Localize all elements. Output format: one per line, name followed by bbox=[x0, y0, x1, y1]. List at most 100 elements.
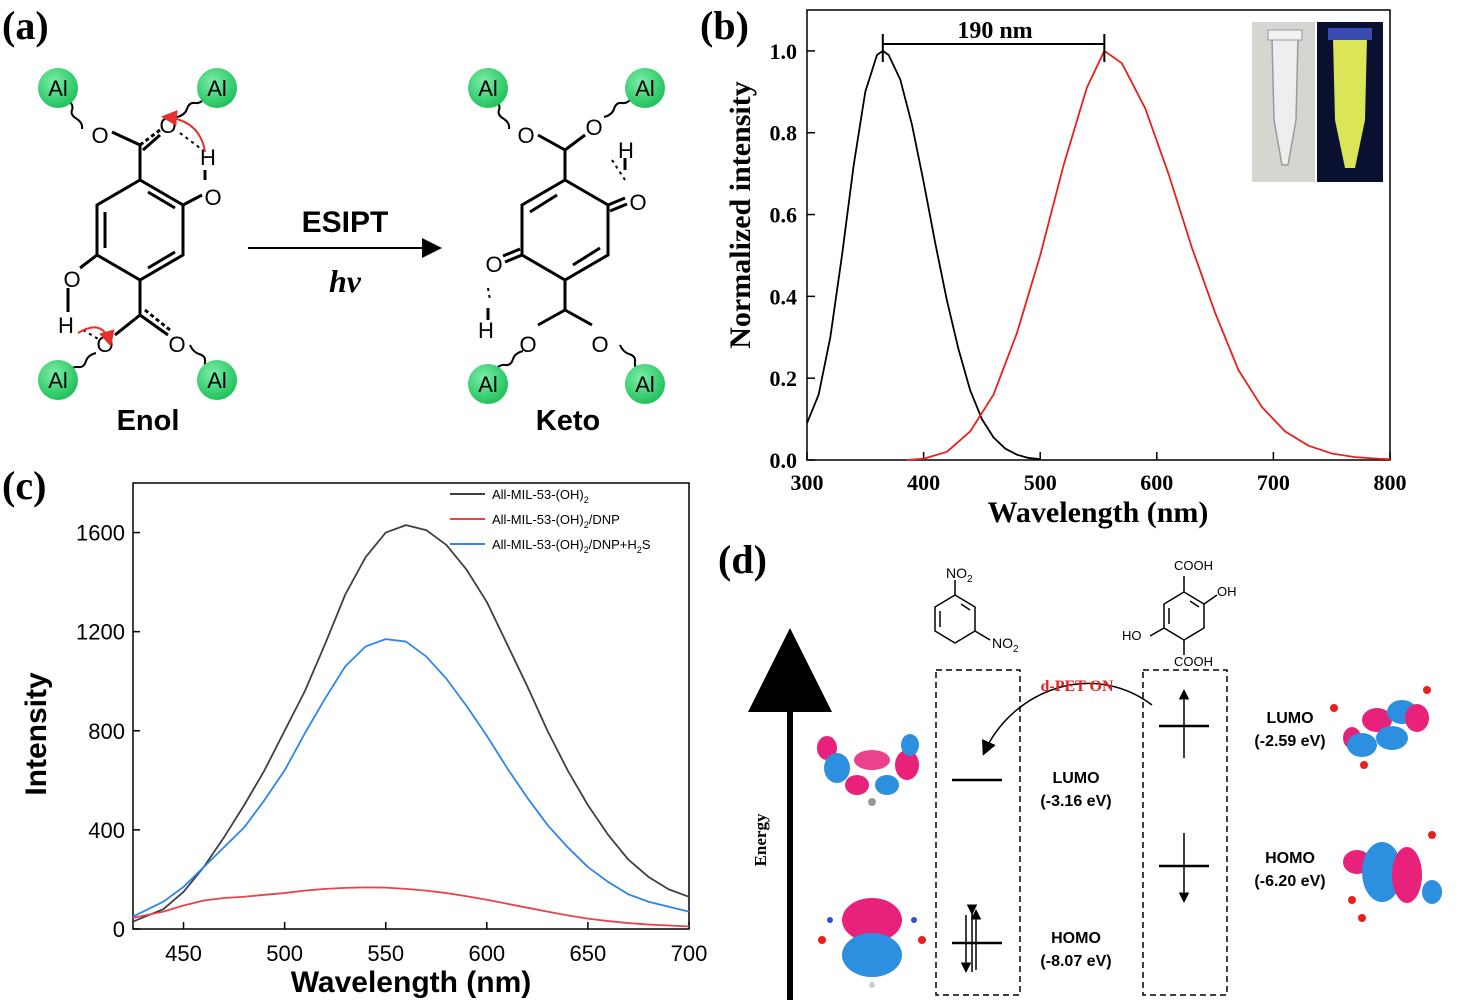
enol-o3: O bbox=[204, 185, 221, 210]
esipt-scheme: O O H O O H O O Al Al Al Al Enol ESIPT h… bbox=[38, 68, 665, 437]
chart-b-series-1 bbox=[806, 50, 1041, 461]
chart-b-xtick-label: 800 bbox=[1374, 470, 1407, 495]
panel-label-c: (c) bbox=[2, 463, 47, 508]
enol-h2: H bbox=[58, 313, 74, 338]
keto-o4: O bbox=[485, 252, 502, 277]
keto-o3: O bbox=[629, 190, 646, 215]
dnp-no2-1: NO2 bbox=[946, 565, 973, 585]
chart-c-legend-label: All-MIL-53-(OH)2 bbox=[492, 487, 589, 505]
chart-c-xtick-label: 700 bbox=[671, 941, 708, 966]
keto-h1: H bbox=[618, 138, 634, 163]
chart-c-legend-label: All-MIL-53-(OH)2/DNP+H2S bbox=[492, 537, 651, 555]
chart-c-xlabel: Wavelength (nm) bbox=[291, 966, 532, 999]
keto-al-atoms bbox=[468, 68, 665, 404]
keto-h2: H bbox=[478, 318, 494, 343]
chart-c-series-3 bbox=[132, 638, 690, 918]
ligand-homo-label: HOMO bbox=[1265, 850, 1315, 867]
keto-al-1: Al bbox=[478, 76, 498, 101]
chart-b-ylabel: Normalized intensity bbox=[724, 81, 757, 348]
chart-c-ytick-label: 800 bbox=[88, 719, 125, 744]
ligand-lumo-label: LUMO bbox=[1266, 710, 1313, 727]
chart-c-series-1 bbox=[132, 524, 690, 923]
ligand-ho: HO bbox=[1122, 628, 1142, 643]
enol-structure bbox=[66, 97, 211, 373]
ligand-molecule bbox=[1149, 576, 1218, 655]
dpet-arrow bbox=[982, 682, 1153, 756]
ligand-cooh-top: COOH bbox=[1174, 558, 1213, 573]
keto-o6: O bbox=[591, 332, 608, 357]
chart-b-annotation bbox=[881, 34, 1106, 62]
keto-o5: O bbox=[519, 332, 536, 357]
enol-o5: O bbox=[96, 332, 113, 357]
chart-c-ylabel: Intensity bbox=[20, 672, 53, 796]
chart-b-ytick-label: 0.0 bbox=[770, 448, 798, 473]
ligand-cooh-bottom: COOH bbox=[1174, 654, 1213, 669]
dnp-no2-2: NO2 bbox=[992, 635, 1019, 655]
ligand-homo-value: (-6.20 eV) bbox=[1254, 873, 1325, 890]
ligand-homo-orbital bbox=[1343, 831, 1442, 922]
dnp-homo-label: HOMO bbox=[1051, 930, 1101, 947]
energy-axis-label: Energy bbox=[751, 813, 770, 866]
dnp-lumo-value: (-3.16 eV) bbox=[1040, 793, 1111, 810]
chart-b-xtick-label: 400 bbox=[907, 470, 940, 495]
panel-label-b: (b) bbox=[700, 3, 749, 48]
chart-c-xtick-label: 450 bbox=[165, 941, 202, 966]
panel-label-a: (a) bbox=[2, 3, 49, 48]
chart-c-xtick-label: 500 bbox=[266, 941, 303, 966]
dnp-homo-value: (-8.07 eV) bbox=[1040, 953, 1111, 970]
enol-o1: O bbox=[91, 123, 108, 148]
chart-b-xtick-label: 500 bbox=[1024, 470, 1057, 495]
enol-al-atoms bbox=[38, 68, 237, 400]
esipt-label: ESIPT bbox=[302, 206, 389, 239]
chart-c-xtick-label: 650 bbox=[570, 941, 607, 966]
vial-photo-uv bbox=[1317, 22, 1383, 182]
chart-b-annotation-label: 190 nm bbox=[957, 18, 1032, 44]
chart-b-ytick-label: 0.4 bbox=[770, 284, 798, 309]
chart-c-xtick-label: 600 bbox=[468, 941, 505, 966]
chart-c-legend-label: All-MIL-53-(OH)2/DNP bbox=[492, 512, 620, 530]
energy-level-diagram: Energy NO2 NO2 COOH OH HO COOH d-PET ON … bbox=[748, 558, 1442, 1000]
enol-o6: O bbox=[168, 332, 185, 357]
keto-o1: O bbox=[517, 123, 534, 148]
chart-b-xtick-label: 300 bbox=[791, 470, 824, 495]
keto-al-2: Al bbox=[635, 76, 655, 101]
chart-b-ytick-label: 0.6 bbox=[770, 203, 798, 228]
keto-structure bbox=[486, 97, 641, 373]
dnp-lumo-label: LUMO bbox=[1052, 770, 1099, 787]
panel-label-d: (d) bbox=[718, 537, 767, 582]
ligand-lumo-value: (-2.59 eV) bbox=[1254, 733, 1325, 750]
enol-al-1: Al bbox=[48, 76, 68, 101]
chart-b-xlabel: Wavelength (nm) bbox=[988, 496, 1209, 529]
chart-b-xtick-label: 700 bbox=[1257, 470, 1290, 495]
keto-al-4: Al bbox=[635, 372, 655, 397]
chart-c-series-2 bbox=[132, 886, 690, 928]
chart-b-ytick-label: 1.0 bbox=[770, 39, 798, 64]
chart-b-frame bbox=[806, 9, 1391, 461]
chart-c-intensity-spectra: 0 400 800 1200 1600 450 500 550 600 650 700 All-M… bbox=[20, 482, 708, 999]
dnp-molecule bbox=[934, 580, 991, 644]
dnp-homo-orbital bbox=[818, 898, 926, 988]
enol-o4: O bbox=[63, 267, 80, 292]
keto-o2: O bbox=[585, 115, 602, 140]
chart-b-normalized-spectra: 0.0 0.2 0.4 0.6 0.8 1.0 300 400 500 600 700 800 19… bbox=[724, 9, 1407, 529]
chart-b-xtick-label: 600 bbox=[1140, 470, 1173, 495]
chart-c-ytick-label: 0 bbox=[113, 917, 125, 942]
chart-c-ytick-label: 1200 bbox=[76, 620, 125, 645]
enol-label: Enol bbox=[117, 405, 180, 437]
enol-al-2: Al bbox=[207, 76, 227, 101]
dnp-lumo-orbital bbox=[817, 734, 919, 806]
chart-c-legend: All-MIL-53-(OH)2 All-MIL-53-(OH)2/DNP All-… bbox=[450, 487, 651, 555]
enol-proton-arrow-2 bbox=[77, 326, 115, 347]
ligand-oh: OH bbox=[1217, 584, 1237, 599]
chart-c-xtick-label: 550 bbox=[367, 941, 404, 966]
chart-b-ytick-label: 0.8 bbox=[770, 121, 798, 146]
enol-proton-arrow-1 bbox=[161, 110, 206, 153]
enol-ring bbox=[95, 178, 185, 282]
enol-al-4: Al bbox=[207, 368, 227, 393]
vial-photo-daylight bbox=[1252, 22, 1315, 182]
dpet-label: d-PET ON bbox=[1040, 678, 1114, 695]
enol-h1: H bbox=[200, 145, 216, 170]
enol-al-3: Al bbox=[48, 368, 68, 393]
ligand-level-box bbox=[1142, 669, 1228, 996]
chart-c-ytick-label: 1600 bbox=[76, 521, 125, 546]
